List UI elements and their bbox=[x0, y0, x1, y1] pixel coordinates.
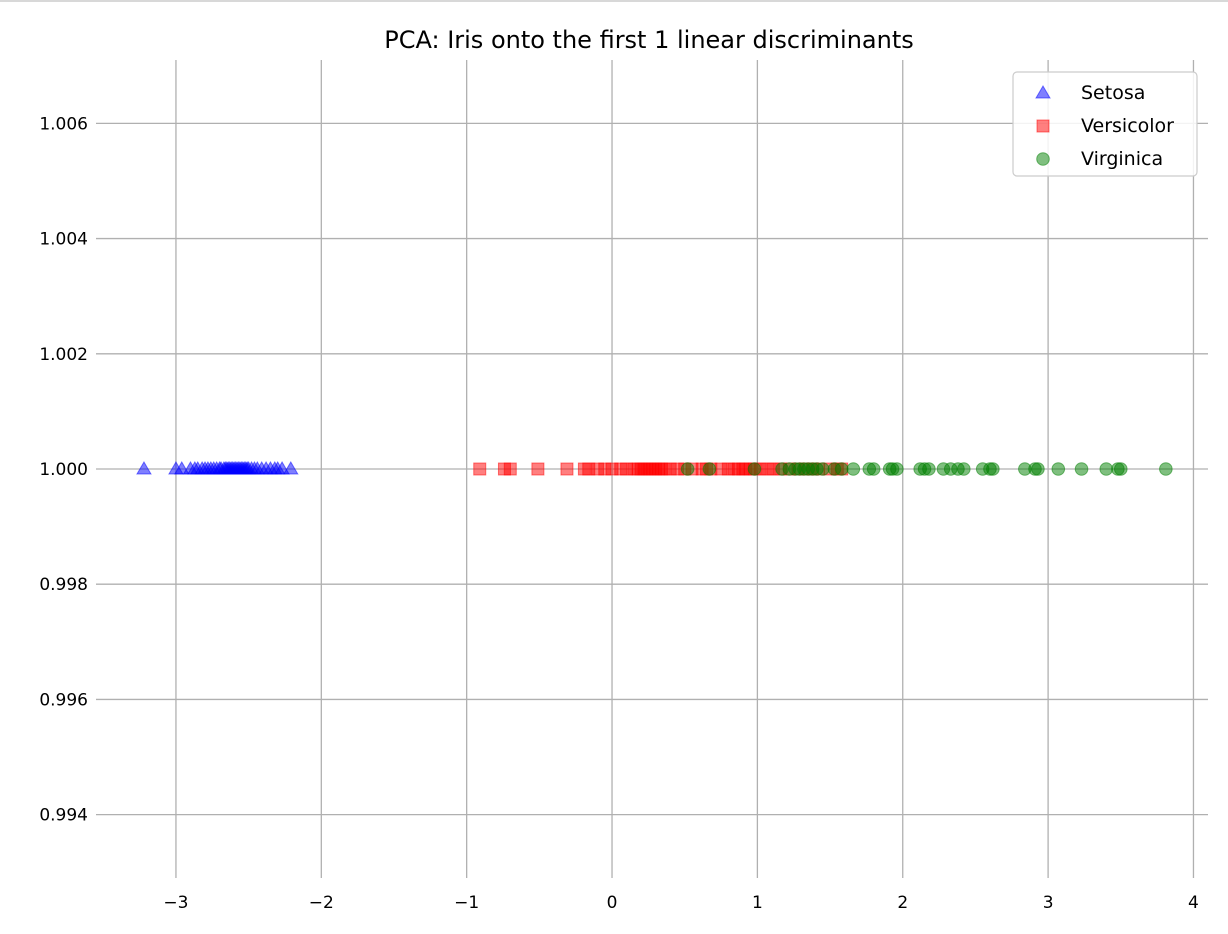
x-tick-label: 3 bbox=[1043, 893, 1054, 913]
y-tick-label: 1.000 bbox=[39, 460, 88, 480]
x-tick-label: −2 bbox=[309, 893, 334, 913]
virginica-point bbox=[866, 462, 881, 476]
y-tick-label: 0.998 bbox=[39, 575, 88, 595]
y-axis-ticks: 0.994 0.996 0.998 1.000 1.002 1.004 1.006 bbox=[39, 114, 88, 825]
versicolor-point bbox=[503, 462, 517, 476]
setosa-point bbox=[282, 461, 299, 475]
legend-marker-setosa bbox=[1035, 85, 1051, 99]
chart-title: PCA: Iris onto the first 1 linear discri… bbox=[384, 26, 914, 54]
virginica-point bbox=[702, 462, 717, 476]
x-tick-label: 1 bbox=[752, 893, 763, 913]
x-tick-label: −3 bbox=[163, 893, 188, 913]
virginica-point bbox=[1113, 462, 1128, 476]
data-points bbox=[136, 461, 1173, 476]
x-axis-ticks: −3 −2 −1 0 1 2 3 4 bbox=[163, 893, 1198, 913]
legend: Setosa Versicolor Virginica bbox=[1012, 71, 1198, 177]
versicolor-point bbox=[560, 462, 574, 476]
legend-marker-versicolor bbox=[1036, 119, 1050, 133]
legend-label-versicolor: Versicolor bbox=[1081, 115, 1174, 137]
virginica-point bbox=[1159, 462, 1173, 476]
virginica-point bbox=[1051, 462, 1066, 476]
virginica-point bbox=[747, 462, 762, 476]
y-tick-label: 0.996 bbox=[39, 690, 88, 710]
virginica-point bbox=[956, 462, 971, 476]
virginica-point bbox=[1031, 462, 1045, 476]
y-tick-label: 0.994 bbox=[39, 806, 88, 826]
virginica-point bbox=[834, 462, 849, 476]
legend-label-virginica: Virginica bbox=[1081, 148, 1163, 170]
virginica-point bbox=[846, 462, 861, 476]
virginica-point bbox=[1099, 462, 1114, 476]
virginica-point bbox=[922, 462, 936, 476]
y-tick-label: 1.006 bbox=[39, 114, 88, 134]
legend-label-setosa: Setosa bbox=[1081, 82, 1145, 104]
virginica-point bbox=[986, 462, 1000, 476]
y-tick-label: 1.002 bbox=[39, 345, 88, 365]
y-tick-label: 1.004 bbox=[39, 230, 88, 250]
versicolor-point bbox=[473, 462, 487, 476]
setosa-point bbox=[136, 461, 152, 475]
virginica-point bbox=[815, 462, 830, 476]
x-tick-label: 4 bbox=[1188, 893, 1199, 913]
legend-frame bbox=[1012, 71, 1198, 177]
legend-marker-virginica bbox=[1036, 152, 1050, 166]
virginica-point bbox=[680, 462, 695, 476]
virginica-point bbox=[1074, 462, 1089, 476]
x-tick-label: 2 bbox=[897, 893, 908, 913]
versicolor-point bbox=[531, 462, 545, 476]
x-tick-label: 0 bbox=[607, 893, 618, 913]
virginica-point bbox=[890, 462, 904, 476]
grid bbox=[96, 60, 1208, 878]
x-tick-label: −1 bbox=[454, 893, 479, 913]
